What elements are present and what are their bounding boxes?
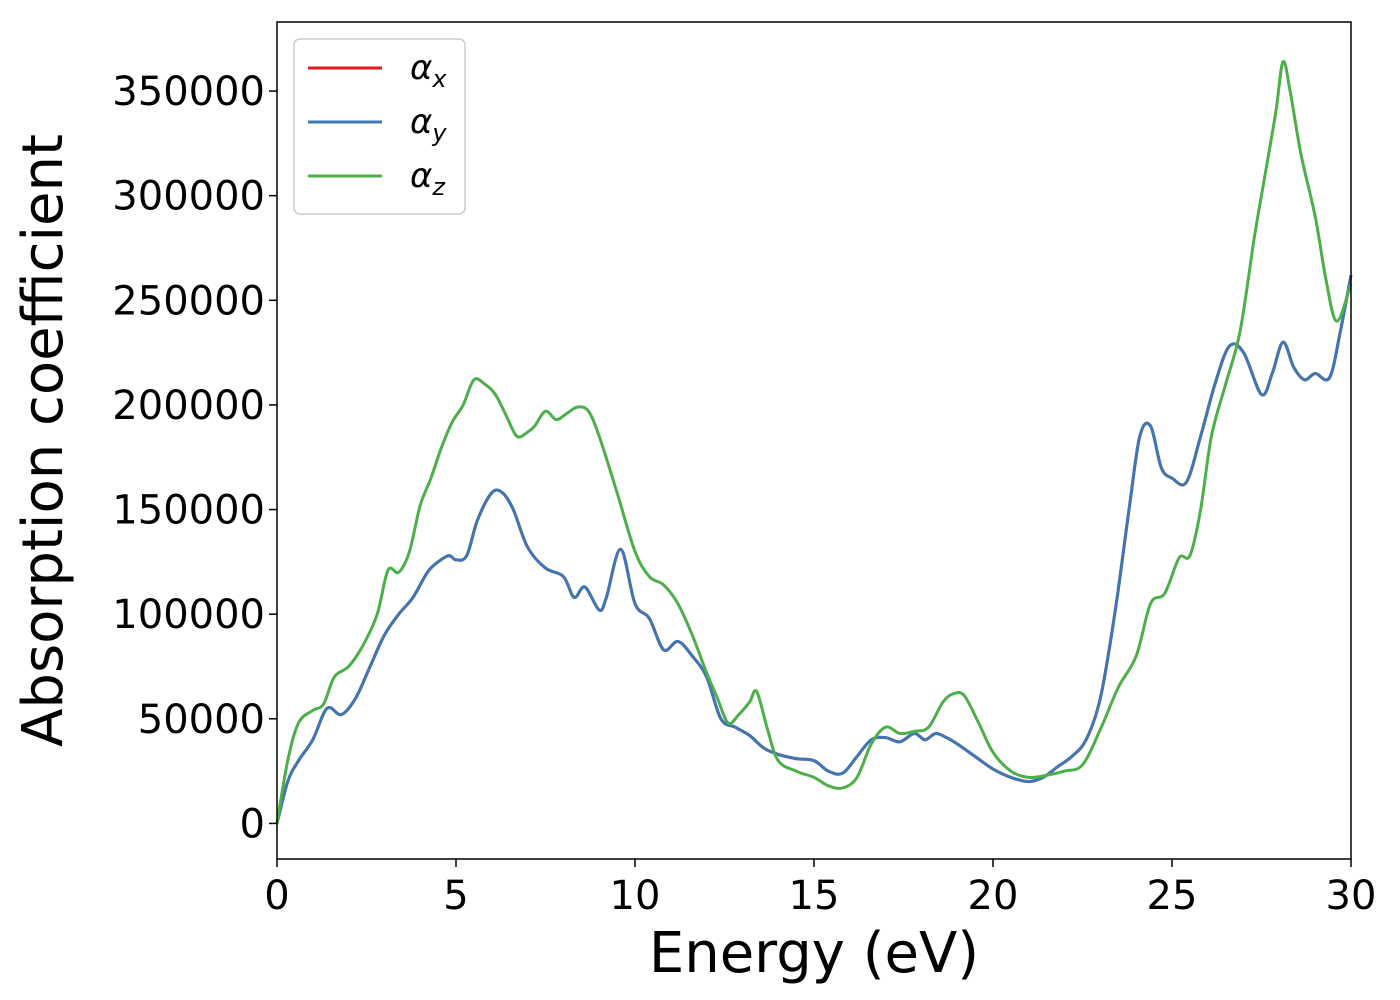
series-line--x	[275, 274, 1353, 824]
x-tick-label-30: 30	[1326, 873, 1377, 919]
y-tick-label-0: 0	[240, 801, 265, 847]
y-tick-label-50000: 50000	[138, 697, 265, 743]
legend-label--z: αz	[410, 156, 446, 201]
x-tick-label-10: 10	[610, 873, 661, 919]
y-tick-label-150000: 150000	[112, 488, 265, 534]
series-line--y	[275, 274, 1353, 824]
x-tick-label-15: 15	[789, 873, 840, 919]
y-tick-label-100000: 100000	[112, 592, 265, 638]
legend-box	[293, 38, 466, 215]
x-tick-label-5: 5	[443, 873, 468, 919]
y-tick-label-200000: 200000	[112, 383, 265, 429]
legend-label--x: αx	[410, 48, 447, 93]
x-tick-label-25: 25	[1147, 873, 1198, 919]
x-axis-label: Energy (eV)	[649, 921, 979, 986]
x-tick-label-20: 20	[968, 873, 1019, 919]
series-line--z	[275, 59, 1353, 824]
y-axis-label: Absorption coefficient	[11, 134, 76, 747]
legend-label--y: αy	[410, 102, 447, 147]
x-tick-label-0: 0	[264, 873, 289, 919]
series-layer	[275, 59, 1353, 824]
y-tick-label-250000: 250000	[112, 278, 265, 324]
legend: αx αy αz	[293, 38, 466, 215]
y-tick-label-300000: 300000	[112, 174, 265, 220]
axes-layer: 0 5 10 15 20 25 30 0 50000 100000 150000 200000 2500…	[112, 21, 1377, 919]
y-tick-label-350000: 350000	[112, 69, 265, 115]
